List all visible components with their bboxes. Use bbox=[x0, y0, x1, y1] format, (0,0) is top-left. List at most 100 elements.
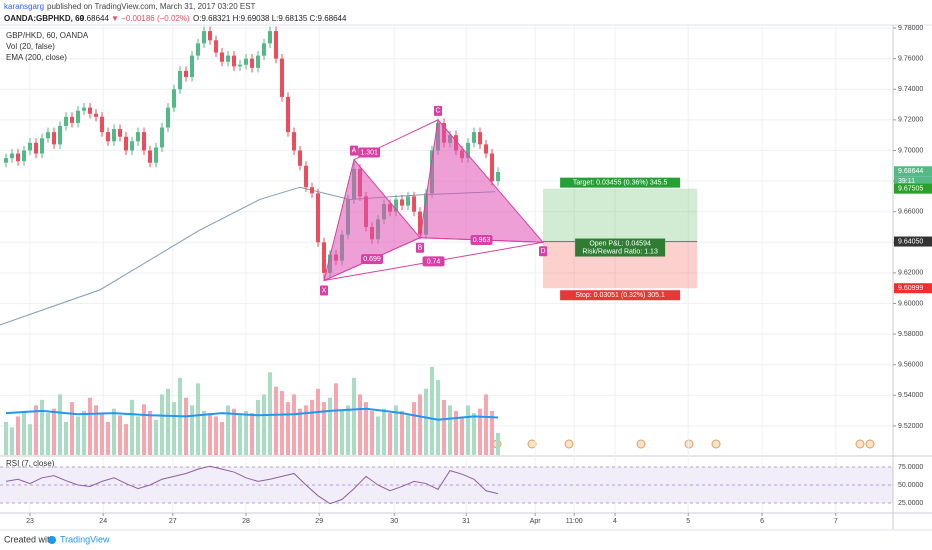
volume-bar bbox=[184, 397, 189, 455]
volume-bar bbox=[424, 388, 429, 455]
volume-bar bbox=[274, 386, 279, 455]
ratio-label: 0.699 bbox=[363, 256, 381, 263]
candle-body bbox=[268, 31, 273, 44]
volume-bar bbox=[142, 404, 147, 455]
volume-bar bbox=[4, 421, 9, 455]
x-tick-label: 28 bbox=[242, 518, 250, 525]
price-label: 9.64050 bbox=[898, 238, 923, 245]
price-label-box bbox=[894, 283, 932, 294]
candle-body bbox=[202, 31, 207, 44]
candle-body bbox=[310, 187, 315, 194]
volume-bar bbox=[166, 388, 171, 455]
ratio-box bbox=[361, 254, 384, 265]
candle-body bbox=[106, 132, 111, 142]
point-box bbox=[434, 105, 443, 116]
pnl-box bbox=[575, 238, 666, 257]
candle-body bbox=[496, 171, 501, 182]
volume-bar bbox=[268, 372, 273, 455]
published: published on TradingView.com, March 31, … bbox=[47, 2, 256, 11]
point-box bbox=[320, 285, 329, 296]
ratio-label: 0.963 bbox=[473, 237, 491, 244]
candle-body bbox=[4, 158, 9, 163]
candle-body bbox=[226, 55, 231, 62]
volume-bar bbox=[448, 405, 453, 455]
candle-body bbox=[304, 165, 309, 188]
candle-body bbox=[118, 129, 123, 137]
candle-body bbox=[262, 43, 267, 56]
ratio-box bbox=[470, 235, 493, 245]
point-box bbox=[350, 145, 359, 156]
volume-bar bbox=[130, 399, 135, 455]
x-tick-label: 31 bbox=[462, 518, 470, 525]
candle-body bbox=[100, 116, 105, 133]
volume-bar bbox=[310, 399, 315, 455]
author: karansgarg bbox=[4, 2, 44, 11]
volume-bar bbox=[148, 410, 153, 455]
point-label: A bbox=[352, 148, 357, 155]
volume-bar bbox=[298, 408, 303, 455]
candle-body bbox=[76, 110, 81, 123]
volume-bar bbox=[394, 405, 399, 455]
candle-body bbox=[52, 132, 57, 145]
volume-bar bbox=[118, 415, 123, 455]
price-label-box bbox=[894, 183, 932, 194]
volume-bar bbox=[82, 410, 87, 455]
x-tick-label: 24 bbox=[99, 518, 107, 525]
ratio-label: 1.301 bbox=[360, 149, 378, 156]
candle-body bbox=[10, 153, 15, 159]
rsi-line bbox=[5, 465, 499, 505]
event-icon bbox=[865, 439, 875, 449]
volume-bar bbox=[94, 405, 99, 455]
x-tick-label: Apr bbox=[530, 518, 542, 525]
price-label: 9.68644 bbox=[898, 168, 923, 175]
volume-bar bbox=[202, 410, 207, 455]
candle-body bbox=[190, 55, 195, 78]
x-tick-label: 6 bbox=[760, 518, 764, 525]
candle-body bbox=[160, 127, 165, 148]
candle-body bbox=[88, 107, 93, 114]
candle-body bbox=[40, 138, 45, 154]
event-icon bbox=[564, 439, 574, 449]
countdown: 39:11 bbox=[898, 178, 915, 185]
candle-body bbox=[322, 242, 327, 273]
candle-body bbox=[28, 142, 33, 151]
volume-bar bbox=[106, 421, 111, 455]
rsi-tick-label: 75.0000 bbox=[898, 464, 923, 471]
event-icon bbox=[684, 439, 694, 449]
candle-body bbox=[286, 96, 291, 133]
volume-bar bbox=[352, 377, 357, 455]
y-tick-label: 9.72000 bbox=[898, 117, 923, 124]
stop-label: Stop: 0.03051 (0.32%) 305.1 bbox=[575, 292, 665, 299]
legend-entry: EMA (200, close) bbox=[6, 53, 67, 62]
target-zone bbox=[543, 188, 698, 242]
y-tick-label: 9.54000 bbox=[898, 392, 923, 399]
candle-body bbox=[250, 58, 255, 68]
volume-bar bbox=[22, 410, 27, 455]
y-tick-label: 9.66000 bbox=[898, 209, 923, 216]
y-tick-label: 9.62000 bbox=[898, 270, 923, 277]
volume-bar bbox=[16, 416, 21, 455]
candle-body bbox=[196, 43, 201, 56]
volume-bar bbox=[46, 413, 51, 455]
candle-body bbox=[70, 116, 75, 123]
candle-body bbox=[214, 40, 219, 53]
volume-bar bbox=[322, 402, 327, 455]
volume-ma bbox=[5, 407, 499, 421]
point-label: X bbox=[322, 287, 327, 294]
candle-body bbox=[220, 52, 225, 62]
y-tick-label: 9.78000 bbox=[898, 25, 923, 32]
volume-bar bbox=[196, 383, 201, 455]
candle-body bbox=[142, 132, 147, 151]
stop-label-box bbox=[560, 290, 681, 301]
candle-body bbox=[400, 199, 405, 206]
volume-bar bbox=[316, 388, 321, 455]
x-tick-label: 5 bbox=[686, 518, 690, 525]
volume-bar bbox=[358, 394, 363, 455]
volume-bar bbox=[436, 380, 441, 455]
price-label: 9.60999 bbox=[898, 285, 923, 292]
legend-entry: Vol (20, false) bbox=[6, 42, 55, 51]
candle-body bbox=[280, 58, 285, 97]
y-tick-label: 9.52000 bbox=[898, 423, 923, 430]
